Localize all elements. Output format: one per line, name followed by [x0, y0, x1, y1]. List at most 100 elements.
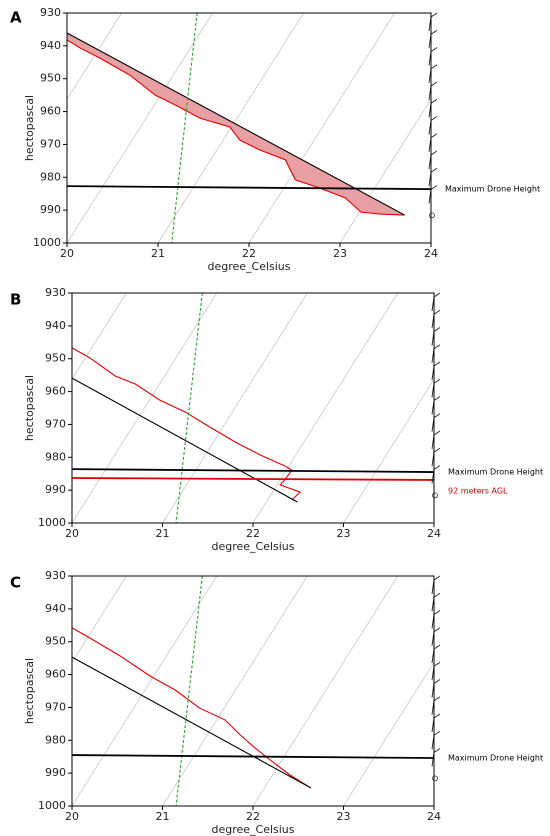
barb: [430, 81, 438, 87]
barb: [433, 378, 441, 384]
y-tick-label: 930: [45, 569, 66, 582]
y-tick-label: 980: [45, 733, 66, 746]
barb: [430, 167, 438, 173]
profile-line: [71, 468, 435, 473]
y-axis-label: hectopascal: [23, 658, 36, 724]
annotation: Maximum Drone Height: [448, 468, 543, 477]
barb: [433, 679, 441, 684]
y-tick-label: 930: [40, 6, 61, 19]
barb: [433, 713, 441, 719]
y-tick-label: 990: [45, 483, 66, 496]
annotation: 92 meters AGL: [448, 486, 508, 495]
isotherm: [430, 242, 431, 243]
barb: [433, 396, 441, 401]
profile-line: [66, 32, 405, 216]
isotherm: [343, 378, 434, 523]
calm-marker: [432, 492, 438, 499]
wind-barbs: [431, 575, 441, 782]
barb: [430, 185, 438, 190]
annotation: Maximum Drone Height: [448, 754, 543, 763]
barb: [433, 465, 441, 470]
panel-label: A: [10, 9, 22, 27]
barb: [433, 361, 441, 367]
plot-frame: [71, 575, 435, 807]
x-tick-label: 21: [151, 247, 165, 260]
x-axis-label: degree_Celsius: [207, 260, 290, 273]
panel-label: C: [10, 574, 21, 592]
y-tick-label: 970: [45, 700, 66, 713]
x-tick-label: 24: [424, 247, 438, 260]
y-tick-label: 940: [40, 39, 61, 52]
x-tick-label: 24: [427, 527, 441, 540]
x-tick-label: 23: [337, 527, 351, 540]
barb: [433, 413, 441, 419]
y-axis-label: hectopascal: [23, 375, 36, 441]
barb: [433, 696, 441, 702]
barb: [430, 98, 438, 104]
x-tick-label: 24: [427, 810, 441, 823]
barb: [433, 644, 441, 650]
y-tick-label: 960: [40, 105, 61, 118]
y-tick-label: 970: [40, 137, 61, 150]
isotherm: [72, 293, 127, 381]
barb: [433, 575, 441, 581]
isotherm: [67, 13, 213, 243]
y-tick-label: 1000: [38, 516, 66, 529]
y-tick-label: 950: [45, 352, 66, 365]
barb: [433, 661, 441, 667]
y-tick-label: 930: [45, 286, 66, 299]
isotherm: [252, 576, 399, 806]
barb: [433, 730, 441, 736]
y-tick-label: 980: [45, 450, 66, 463]
x-tick-label: 20: [60, 247, 74, 260]
y-tick-label: 980: [40, 170, 61, 183]
calm-marker: [429, 212, 435, 219]
barb: [433, 344, 441, 350]
isotherm: [72, 576, 218, 806]
barb: [433, 627, 441, 633]
y-tick-label: 940: [45, 319, 66, 332]
x-axis-label: degree_Celsius: [211, 823, 294, 836]
barb: [433, 610, 441, 615]
x-tick-label: 23: [333, 247, 347, 260]
barb: [433, 292, 441, 298]
profile-line: [175, 292, 203, 524]
profile-line: [71, 347, 302, 501]
profile-line: [71, 377, 298, 503]
y-tick-label: 990: [45, 766, 66, 779]
y-tick-label: 1000: [38, 799, 66, 812]
barb: [430, 12, 438, 18]
y-tick-label: 940: [45, 602, 66, 615]
barb: [433, 309, 441, 315]
barb: [430, 29, 438, 35]
profile-line: [171, 12, 198, 244]
barb: [433, 592, 441, 598]
profile-line: [71, 656, 312, 789]
isotherm: [252, 293, 399, 523]
y-tick-label: 960: [45, 385, 66, 398]
x-tick-label: 20: [65, 810, 79, 823]
wind-barbs: [428, 12, 438, 219]
isotherm: [343, 661, 434, 806]
isotherm: [72, 293, 218, 523]
isotherm: [162, 293, 308, 523]
y-axis-label: hectopascal: [23, 95, 36, 161]
x-tick-label: 23: [337, 810, 351, 823]
x-tick-label: 22: [246, 810, 260, 823]
barb: [430, 47, 438, 52]
barb: [433, 447, 441, 453]
isotherms: [72, 293, 434, 523]
barb: [433, 748, 441, 753]
x-axis-label: degree_Celsius: [211, 540, 294, 553]
profile-line: [71, 627, 312, 789]
profile-line: [175, 575, 203, 807]
y-tick-label: 1000: [33, 236, 61, 249]
barb: [430, 64, 438, 70]
barb: [430, 150, 438, 156]
isotherm: [433, 805, 434, 806]
x-tick-label: 21: [156, 810, 170, 823]
y-tick-label: 950: [40, 72, 61, 85]
barb: [433, 327, 441, 332]
profile-line: [71, 477, 435, 481]
